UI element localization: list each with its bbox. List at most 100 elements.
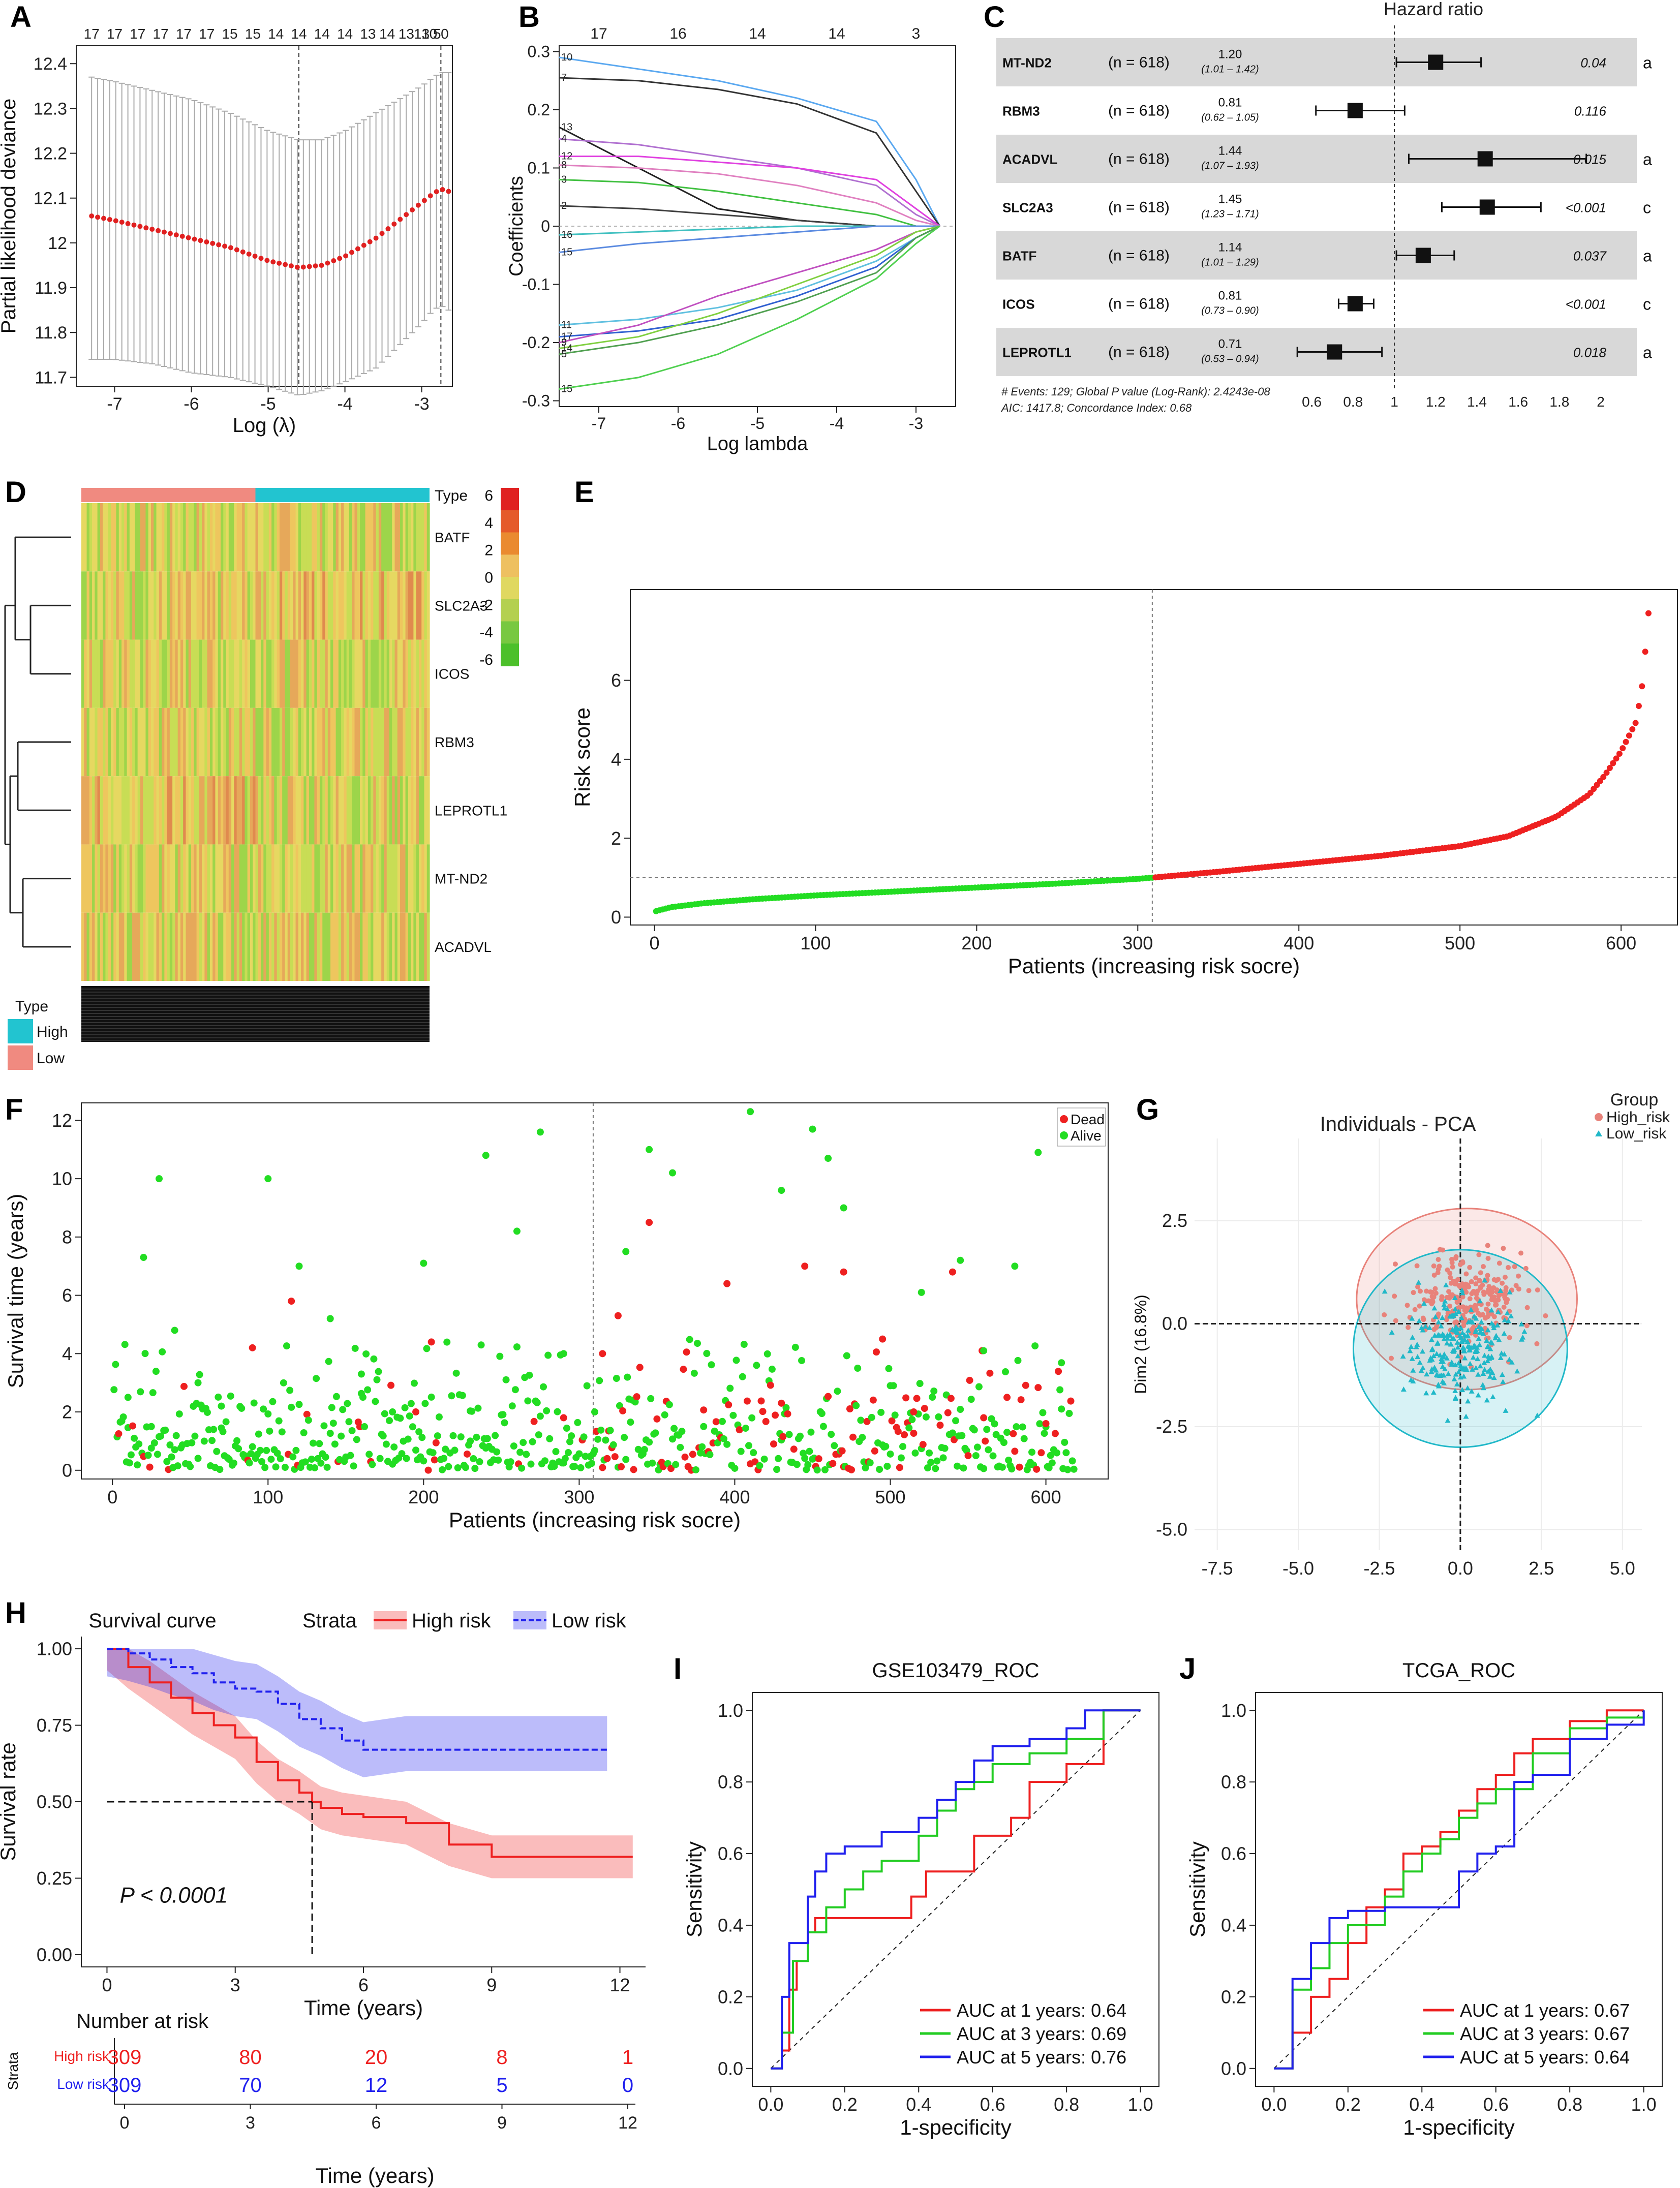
heatmap-cell	[253, 776, 256, 845]
heatmap-cell	[215, 571, 219, 640]
heatmap-cell	[381, 776, 385, 845]
heatmap-cell	[86, 571, 90, 640]
roc-curve	[771, 1709, 1141, 2070]
heatmap-cell	[338, 844, 342, 913]
heatmap-cell	[354, 503, 358, 572]
heatmap-cell	[386, 571, 390, 640]
high-risk-point	[1461, 1323, 1467, 1329]
x-axis-title: Log (λ)	[233, 414, 296, 437]
heatmap-cell	[405, 844, 409, 913]
forest-gene-label: LEPROTL1	[1002, 345, 1072, 360]
heatmap-cell	[376, 844, 379, 913]
heatmap-cell	[389, 707, 392, 777]
heatmap-cell	[95, 776, 98, 845]
top-df-label: 5	[433, 26, 441, 42]
heatmap-cell	[92, 707, 95, 777]
heatmap-cell	[247, 639, 251, 708]
heatmap-cell	[376, 912, 379, 981]
alive-patient-point	[127, 1451, 135, 1459]
heatmap-cell	[309, 776, 312, 845]
heatmap-cell	[371, 707, 374, 777]
alive-patient-point	[646, 1438, 653, 1446]
heatmap-cell	[89, 776, 93, 845]
alive-patient-point	[510, 1442, 517, 1450]
alive-patient-point	[219, 1428, 227, 1435]
alive-patient-point	[235, 1445, 242, 1453]
alive-patient-point	[588, 1460, 595, 1467]
heatmap-cell	[418, 912, 422, 981]
color-scale-band	[501, 554, 519, 577]
heatmap-cell	[118, 571, 122, 640]
heatmap-cell	[301, 503, 304, 572]
heatmap-cell	[279, 503, 283, 572]
heatmap-cell	[255, 912, 259, 981]
heatmap-cell	[140, 707, 143, 777]
heatmap-cell	[341, 571, 344, 640]
heatmap-cell	[371, 844, 374, 913]
deviance-point	[385, 226, 391, 232]
y-tick-label: -2.5	[1156, 1416, 1187, 1437]
heatmap-cell	[143, 844, 146, 913]
heatmap-cell	[151, 912, 154, 981]
heatmap-cell	[381, 503, 385, 572]
heatmap-cell	[196, 639, 200, 708]
low-risk-point	[1407, 1348, 1413, 1353]
x-tick-label: -6	[671, 414, 685, 433]
alive-patient-point	[807, 1428, 815, 1436]
low-risk-point	[1435, 1383, 1442, 1389]
low-risk-point	[1496, 1337, 1502, 1342]
dead-patient-point	[431, 1456, 438, 1464]
heatmap-cell	[293, 844, 296, 913]
alive-patient-point	[686, 1336, 693, 1343]
y-axis-title: Coefficients	[508, 176, 527, 276]
alive-patient-point	[238, 1404, 246, 1412]
heatmap-cell	[186, 707, 189, 777]
forest-hr-value: 1.44	[1218, 144, 1242, 158]
heatmap-cell	[162, 503, 165, 572]
coef-path-label: 14	[561, 343, 572, 354]
heatmap-cell	[202, 639, 205, 708]
dead-patient-point	[427, 1338, 435, 1346]
heatmap-cell	[191, 707, 194, 777]
heatmap-cell	[108, 639, 111, 708]
x-tick-label: 200	[408, 1487, 439, 1507]
heatmap-cell	[325, 776, 328, 845]
top-df-label: 17	[107, 26, 123, 42]
alive-patient-point	[260, 1405, 267, 1413]
dead-patient-point	[779, 1433, 787, 1440]
heatmap-cell	[92, 844, 95, 913]
panel-label-b: B	[518, 1, 540, 34]
heatmap-cell	[207, 912, 210, 981]
alive-patient-point	[301, 1458, 309, 1466]
high-risk-point	[1449, 1260, 1455, 1266]
heatmap-cell	[207, 776, 210, 845]
dead-patient-point	[772, 1411, 779, 1419]
heatmap-cell	[312, 571, 315, 640]
heatmap-gene-label: ICOS	[435, 666, 469, 682]
heatmap-cell	[221, 707, 224, 777]
top-df-label: 17	[84, 26, 100, 42]
heatmap-cell	[258, 707, 261, 777]
heatmap-cell	[330, 776, 333, 845]
heatmap-cell	[121, 912, 125, 981]
dead-patient-point	[778, 1399, 785, 1407]
alive-patient-point	[616, 1402, 623, 1409]
heatmap-cell	[186, 503, 189, 572]
x-tick-label: -3	[414, 394, 429, 414]
high-risk-point	[1439, 1297, 1444, 1302]
y-axis-title: Survival rate	[0, 1742, 20, 1861]
heatmap-cell	[180, 571, 184, 640]
heatmap-cell	[89, 844, 93, 913]
heatmap-cell	[253, 707, 256, 777]
heatmap-cell	[319, 912, 323, 981]
x-tick-label: -4	[830, 414, 844, 433]
heatmap-cell	[253, 571, 256, 640]
heatmap-cell	[368, 844, 371, 913]
low-risk-point	[1481, 1360, 1487, 1365]
x-tick-label: -3	[909, 414, 923, 433]
heatmap-cell	[202, 707, 205, 777]
heatmap-cell	[376, 571, 379, 640]
heatmap-cell	[84, 571, 87, 640]
heatmap-cell	[167, 503, 170, 572]
heatmap-cell	[322, 503, 326, 572]
